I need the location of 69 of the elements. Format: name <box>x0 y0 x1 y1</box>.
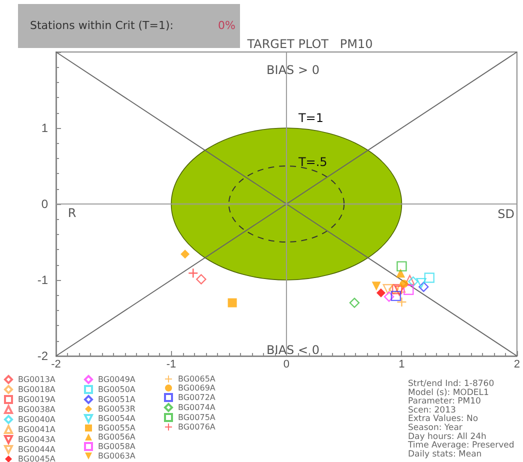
y-tick-label: 1 <box>41 121 48 135</box>
point <box>384 292 394 302</box>
text: Scen: 2013 <box>408 405 456 416</box>
point <box>228 298 237 308</box>
y-tick-label: -1 <box>37 273 48 287</box>
chart-title: TARGET PLOT PM10 <box>246 37 373 51</box>
text: Daily stats: Mean <box>408 449 482 460</box>
annotation: R <box>68 206 76 220</box>
annotation: T=.5 <box>297 155 328 169</box>
point <box>349 298 360 308</box>
legend-label: BG0054A <box>98 414 136 423</box>
x-tick-label: -2 <box>51 358 61 370</box>
point <box>372 282 381 291</box>
legend-label: BG0076A <box>178 422 216 432</box>
legend-label: BG0018A <box>18 385 56 394</box>
legend-label: BG0058A <box>98 442 136 451</box>
x-tick-label: 2 <box>514 358 520 370</box>
y-tick-label: 0 <box>41 197 48 211</box>
point <box>388 284 399 294</box>
legend-label: BG0040A <box>18 415 56 424</box>
text: Time Average: Preserved <box>407 440 514 451</box>
legend-label: BG0051A <box>98 395 136 404</box>
x-tick-label: 1 <box>398 358 405 370</box>
legend-label: BG0063A <box>98 452 136 460</box>
legend-label: BG0043A <box>18 435 56 444</box>
point <box>400 280 408 288</box>
point <box>408 276 418 287</box>
legend-label: BG0074A <box>178 403 216 412</box>
legend-label: BG0055A <box>98 424 136 432</box>
legend-label: BG0072A <box>178 393 216 402</box>
legend-label: BG0069A <box>178 384 216 392</box>
legend-label: BG0065A <box>178 374 216 384</box>
text: Day hours: All 24h <box>408 432 486 442</box>
legend-label: BG0019A <box>18 395 56 404</box>
x-tick-label: -1 <box>166 358 176 370</box>
legend-label: BG0041A <box>18 425 56 434</box>
point <box>395 282 406 293</box>
legend-label: BG0038A <box>18 405 56 414</box>
legend-label: BG0053R <box>98 404 136 414</box>
legend-label: BG0049A <box>98 375 136 384</box>
text: Strt/end Ind: 1-8760 <box>408 379 494 389</box>
legend-label: BG0075A <box>178 413 216 422</box>
legend-label: BG0045A <box>18 454 56 462</box>
point <box>396 261 407 272</box>
point <box>424 272 434 283</box>
text: Season: Year <box>408 423 463 433</box>
annotation: T=1 <box>297 111 324 125</box>
point <box>418 282 429 292</box>
legend-label: BG0050A <box>98 385 136 394</box>
point <box>416 278 426 288</box>
point <box>404 274 415 286</box>
point <box>376 288 386 298</box>
legend-label: BG0044A <box>18 445 56 454</box>
point <box>392 284 402 294</box>
point <box>382 284 393 294</box>
text: Parameter: PM10 <box>408 396 481 407</box>
text: Model (s): MODEL1 <box>408 388 489 398</box>
text: Extra Values: No <box>408 414 478 424</box>
legend-label: BG0013A <box>18 375 56 384</box>
x-tick-label: 0 <box>283 358 290 370</box>
point <box>180 250 190 259</box>
legend-label: BG0056A <box>98 432 136 442</box>
point <box>390 290 402 302</box>
point <box>397 298 406 307</box>
caption-panel: Stations within Crit (T=1): 0% <box>18 4 240 48</box>
annotation: SD <box>498 207 514 221</box>
point <box>404 284 414 295</box>
point <box>196 274 206 284</box>
point <box>188 268 198 278</box>
